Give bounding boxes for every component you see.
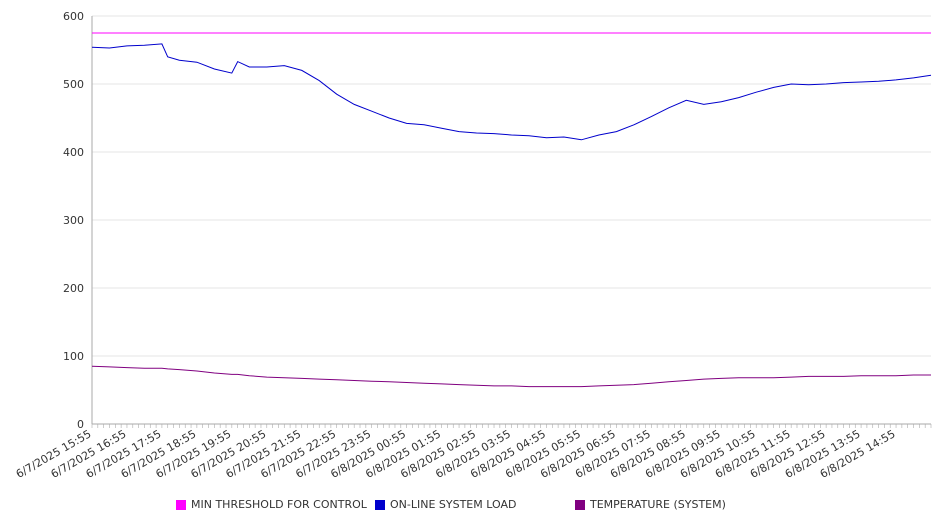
y-axis-tick-labels: 0 100 200 300 400 500 600 (63, 10, 84, 431)
y-tick-label-0: 0 (77, 418, 84, 431)
axes (91, 16, 932, 428)
y-tick-label-400: 400 (63, 146, 84, 159)
x-axis-tick-labels: 6/7/2025 15:556/7/2025 16:556/7/2025 17:… (14, 427, 898, 481)
y-tick-label-100: 100 (63, 350, 84, 363)
legend-label-threshold: MIN THRESHOLD FOR CONTROL (191, 498, 367, 511)
y-tick-label-600: 600 (63, 10, 84, 23)
series-line-online-system-load (91, 43, 932, 141)
legend-swatch-load (375, 499, 385, 510)
legend-label-temperature: TEMPERATURE (SYSTEM) (590, 498, 726, 511)
legend-item-temperature[interactable]: TEMPERATURE (SYSTEM) (575, 498, 726, 511)
legend-item-load[interactable]: ON-LINE SYSTEM LOAD (375, 498, 516, 511)
legend-label-load: ON-LINE SYSTEM LOAD (390, 498, 517, 511)
y-tick-label-200: 200 (63, 282, 84, 295)
y-tick-label-300: 300 (63, 214, 84, 227)
legend-swatch-temperature (575, 499, 585, 510)
chart-legend: MIN THRESHOLD FOR CONTROL ON-LINE SYSTEM… (0, 498, 946, 514)
y-tick-label-500: 500 (63, 78, 84, 91)
series-line-temperature (91, 365, 931, 388)
grid-lines (92, 15, 931, 357)
legend-item-threshold[interactable]: MIN THRESHOLD FOR CONTROL (176, 498, 367, 511)
legend-swatch-threshold (176, 499, 186, 510)
series-lines (91, 32, 932, 388)
